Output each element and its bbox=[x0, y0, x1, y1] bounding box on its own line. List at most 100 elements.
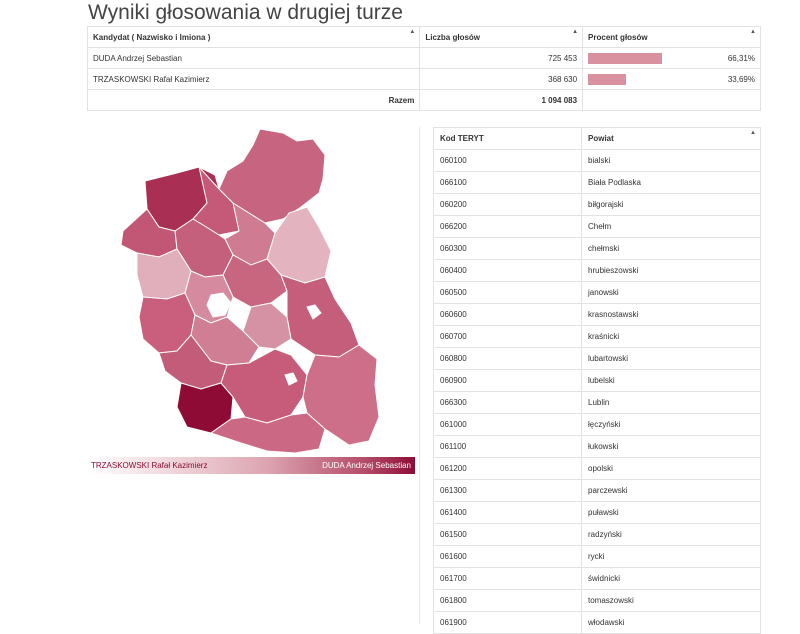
table-row[interactable]: 061700 świdnicki bbox=[433, 567, 761, 590]
powiat-name: lubartowski bbox=[581, 347, 761, 370]
teryt-code: 060200 bbox=[433, 193, 582, 216]
scroll-area[interactable] bbox=[419, 127, 434, 624]
powiat-name: krasnostawski bbox=[581, 303, 761, 326]
total-row: Razem 1 094 083 bbox=[86, 89, 761, 111]
vote-count: 368 630 bbox=[419, 68, 584, 90]
teryt-code: 061100 bbox=[433, 435, 582, 458]
sort-icon[interactable]: ▲ bbox=[750, 29, 756, 35]
table-row[interactable]: 061900 włodawski bbox=[433, 611, 761, 634]
map-region[interactable] bbox=[306, 304, 322, 320]
candidate-name: DUDA Andrzej Sebastian bbox=[86, 47, 421, 69]
table-row[interactable]: 060900 lubelski bbox=[433, 369, 761, 392]
table-row[interactable]: 060300 chełmski bbox=[433, 237, 761, 260]
teryt-code: 060100 bbox=[433, 149, 582, 172]
table-row[interactable]: 061500 radzyński bbox=[433, 523, 761, 546]
table-row[interactable]: 060600 krasnostawski bbox=[433, 303, 761, 326]
map-region[interactable] bbox=[218, 128, 326, 224]
teryt-code: 061600 bbox=[433, 545, 582, 568]
sort-icon[interactable]: ▲ bbox=[572, 29, 579, 35]
table-row[interactable]: 061800 tomaszowski bbox=[433, 589, 761, 612]
map-region[interactable] bbox=[284, 372, 298, 386]
sort-icon[interactable]: ▲ bbox=[750, 130, 756, 136]
powiat-name: lubelski bbox=[581, 369, 761, 392]
table-row[interactable]: 060700 kraśnicki bbox=[433, 325, 761, 348]
powiaty-header-row: Kod TERYT Powiat ▲ bbox=[433, 127, 761, 150]
column-header-teryt[interactable]: Kod TERYT bbox=[433, 127, 582, 150]
teryt-code: 061200 bbox=[433, 457, 582, 480]
powiat-name: biłgorajski bbox=[581, 193, 761, 216]
table-row[interactable]: 066100 Biała Podlaska bbox=[433, 171, 761, 194]
total-empty-cell bbox=[582, 89, 761, 111]
teryt-code: 066200 bbox=[433, 215, 582, 238]
voivodeship-map bbox=[120, 128, 380, 454]
percent-cell: 33,69% bbox=[582, 68, 761, 90]
powiat-name: parczewski bbox=[581, 479, 761, 502]
map-region[interactable] bbox=[220, 348, 308, 424]
teryt-code: 061300 bbox=[433, 479, 582, 502]
table-row[interactable]: 066300 Lublin bbox=[433, 391, 761, 414]
percent-bar bbox=[588, 52, 663, 64]
map-region[interactable] bbox=[280, 274, 360, 358]
teryt-code: 060900 bbox=[433, 369, 582, 392]
column-header-votes[interactable]: Liczba głosów ▲ bbox=[419, 26, 584, 48]
column-header-label: Liczba głosów bbox=[425, 32, 481, 42]
table-row[interactable]: 060400 hrubieszowski bbox=[433, 259, 761, 282]
table-row[interactable]: 061300 parczewski bbox=[433, 479, 761, 502]
teryt-code: 061400 bbox=[433, 501, 582, 524]
total-label: Razem bbox=[86, 89, 421, 111]
powiat-name: opolski bbox=[581, 457, 761, 480]
powiat-name: tomaszowski bbox=[581, 589, 761, 612]
table-row[interactable]: 061400 puławski bbox=[433, 501, 761, 524]
map-region[interactable] bbox=[192, 165, 248, 236]
table-row[interactable]: 061200 opolski bbox=[433, 457, 761, 480]
teryt-code: 060300 bbox=[433, 237, 582, 260]
table-row[interactable]: 061000 łęczyński bbox=[433, 413, 761, 436]
legend-left-label: TRZASKOWSKI Rafał Kazimierz bbox=[91, 461, 208, 470]
percent-value: 66,31% bbox=[727, 53, 755, 63]
candidate-name: TRZASKOWSKI Rafał Kazimierz bbox=[86, 68, 421, 90]
table-row[interactable]: 060100 bialski bbox=[433, 149, 761, 172]
teryt-code: 060500 bbox=[433, 281, 582, 304]
table-row: DUDA Andrzej Sebastian 725 453 66,31% bbox=[86, 47, 761, 69]
teryt-code: 060800 bbox=[433, 347, 582, 370]
results-table: Kandydat ( Nazwisko i Imiona ) ▲ Liczba g… bbox=[86, 26, 761, 111]
vote-count: 725 453 bbox=[419, 47, 584, 69]
percent-cell: 66,31% bbox=[582, 47, 761, 69]
powiat-name: rycki bbox=[581, 545, 761, 568]
teryt-code: 061500 bbox=[433, 523, 582, 546]
table-row[interactable]: 060200 biłgorajski bbox=[433, 193, 761, 216]
column-header-candidate[interactable]: Kandydat ( Nazwisko i Imiona ) ▲ bbox=[86, 26, 421, 48]
table-row[interactable]: 061600 rycki bbox=[433, 545, 761, 568]
table-row: TRZASKOWSKI Rafał Kazimierz 368 630 33,6… bbox=[86, 68, 761, 90]
column-header-label: Powiat bbox=[588, 134, 614, 143]
powiat-name: hrubieszowski bbox=[581, 259, 761, 282]
powiat-name: Chełm bbox=[581, 215, 761, 238]
teryt-code: 061000 bbox=[433, 413, 582, 436]
powiat-name: Lublin bbox=[581, 391, 761, 414]
column-header-powiat[interactable]: Powiat ▲ bbox=[581, 127, 761, 150]
powiat-name: łęczyński bbox=[581, 413, 761, 436]
legend-right-label: DUDA Andrzej Sebastian bbox=[322, 461, 411, 470]
sort-icon[interactable]: ▲ bbox=[409, 29, 416, 35]
powiat-name: bialski bbox=[581, 149, 761, 172]
column-header-label: Kandydat ( Nazwisko i Imiona ) bbox=[93, 32, 211, 42]
table-row[interactable]: 066200 Chełm bbox=[433, 215, 761, 238]
table-row[interactable]: 060500 janowski bbox=[433, 281, 761, 304]
table-row[interactable]: 060800 lubartowski bbox=[433, 347, 761, 370]
column-header-label: Procent głosów bbox=[588, 32, 648, 42]
map-region[interactable] bbox=[302, 344, 380, 446]
powiat-name: kraśnicki bbox=[581, 325, 761, 348]
powiat-name: chełmski bbox=[581, 237, 761, 260]
powiat-name: włodawski bbox=[581, 611, 761, 634]
column-header-percent[interactable]: Procent głosów ▲ bbox=[582, 26, 761, 48]
total-votes: 1 094 083 bbox=[419, 89, 584, 111]
map-legend: TRZASKOWSKI Rafał Kazimierz DUDA Andrzej… bbox=[87, 457, 415, 474]
powiat-name: radzyński bbox=[581, 523, 761, 546]
map-region[interactable] bbox=[209, 412, 326, 454]
page-title: Wyniki głosowania w drugiej turze bbox=[88, 1, 403, 24]
percent-value: 33,69% bbox=[727, 74, 755, 84]
teryt-code: 066100 bbox=[433, 171, 582, 194]
table-row[interactable]: 061100 łukowski bbox=[433, 435, 761, 458]
teryt-code: 060400 bbox=[433, 259, 582, 282]
map-region[interactable] bbox=[206, 292, 232, 318]
